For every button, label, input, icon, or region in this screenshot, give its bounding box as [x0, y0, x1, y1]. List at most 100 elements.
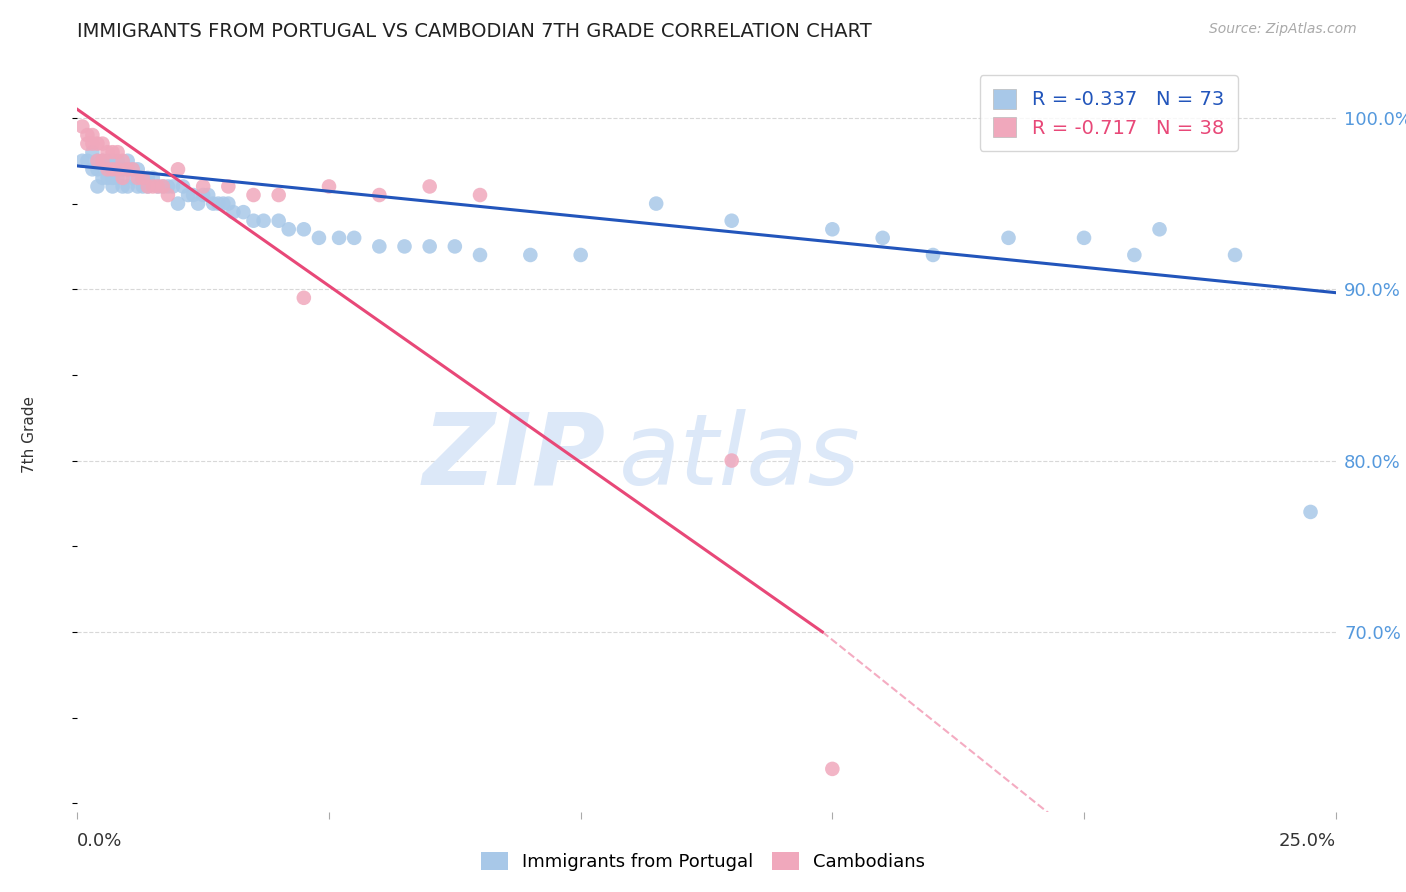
- Point: [394, 239, 416, 253]
- Text: ZIP: ZIP: [423, 409, 606, 506]
- Point: [142, 170, 165, 185]
- Point: [111, 162, 134, 177]
- Legend: Immigrants from Portugal, Cambodians: Immigrants from Portugal, Cambodians: [474, 845, 932, 879]
- Point: [117, 179, 139, 194]
- Point: [181, 188, 204, 202]
- Point: [96, 145, 118, 160]
- Point: [1123, 248, 1146, 262]
- Point: [91, 153, 114, 168]
- Point: [96, 153, 118, 168]
- Point: [156, 179, 179, 194]
- Point: [419, 179, 441, 194]
- Point: [146, 179, 169, 194]
- Point: [82, 145, 104, 160]
- Point: [76, 128, 98, 142]
- Point: [368, 239, 391, 253]
- Point: [101, 145, 124, 160]
- Point: [162, 179, 184, 194]
- Point: [277, 222, 299, 236]
- Point: [217, 196, 239, 211]
- Point: [191, 179, 215, 194]
- Point: [197, 188, 219, 202]
- Point: [720, 213, 742, 227]
- Point: [136, 179, 159, 194]
- Point: [91, 170, 114, 185]
- Point: [343, 231, 366, 245]
- Point: [172, 179, 194, 194]
- Point: [308, 231, 330, 245]
- Text: atlas: atlas: [619, 409, 860, 506]
- Point: [111, 179, 134, 194]
- Point: [107, 170, 129, 185]
- Point: [1223, 248, 1246, 262]
- Point: [127, 162, 149, 177]
- Point: [101, 179, 124, 194]
- Point: [1073, 231, 1095, 245]
- Point: [468, 248, 491, 262]
- Point: [444, 239, 467, 253]
- Point: [86, 179, 108, 194]
- Point: [202, 196, 225, 211]
- Point: [86, 136, 108, 151]
- Point: [292, 291, 315, 305]
- Point: [468, 188, 491, 202]
- Point: [242, 213, 264, 227]
- Point: [152, 179, 174, 194]
- Point: [127, 179, 149, 194]
- Point: [519, 248, 541, 262]
- Point: [1299, 505, 1322, 519]
- Text: 25.0%: 25.0%: [1278, 832, 1336, 850]
- Point: [1149, 222, 1171, 236]
- Point: [82, 128, 104, 142]
- Point: [368, 188, 391, 202]
- Point: [101, 153, 124, 168]
- Point: [132, 170, 155, 185]
- Point: [207, 196, 229, 211]
- Point: [101, 162, 124, 177]
- Point: [267, 213, 290, 227]
- Point: [107, 145, 129, 160]
- Point: [72, 120, 94, 134]
- Point: [96, 162, 118, 177]
- Point: [152, 179, 174, 194]
- Point: [872, 231, 894, 245]
- Point: [91, 153, 114, 168]
- Point: [111, 170, 134, 185]
- Point: [101, 170, 124, 185]
- Point: [821, 222, 844, 236]
- Point: [127, 170, 149, 185]
- Point: [167, 162, 190, 177]
- Point: [107, 162, 129, 177]
- Point: [212, 196, 235, 211]
- Text: 0.0%: 0.0%: [77, 832, 122, 850]
- Point: [121, 162, 143, 177]
- Point: [318, 179, 340, 194]
- Point: [96, 170, 118, 185]
- Point: [222, 205, 245, 219]
- Text: Source: ZipAtlas.com: Source: ZipAtlas.com: [1209, 22, 1357, 37]
- Point: [187, 196, 209, 211]
- Point: [191, 188, 215, 202]
- Point: [645, 196, 668, 211]
- Point: [142, 179, 165, 194]
- Point: [121, 162, 143, 177]
- Point: [217, 179, 239, 194]
- Point: [267, 188, 290, 202]
- Point: [76, 153, 98, 168]
- Point: [86, 162, 108, 177]
- Point: [419, 239, 441, 253]
- Point: [117, 162, 139, 177]
- Point: [821, 762, 844, 776]
- Point: [76, 136, 98, 151]
- Point: [922, 248, 945, 262]
- Text: IMMIGRANTS FROM PORTUGAL VS CAMBODIAN 7TH GRADE CORRELATION CHART: IMMIGRANTS FROM PORTUGAL VS CAMBODIAN 7T…: [77, 22, 872, 41]
- Point: [82, 162, 104, 177]
- Point: [117, 162, 139, 177]
- Point: [136, 170, 159, 185]
- Point: [252, 213, 274, 227]
- Point: [132, 179, 155, 194]
- Point: [117, 153, 139, 168]
- Point: [91, 136, 114, 151]
- Point: [132, 170, 155, 185]
- Point: [569, 248, 592, 262]
